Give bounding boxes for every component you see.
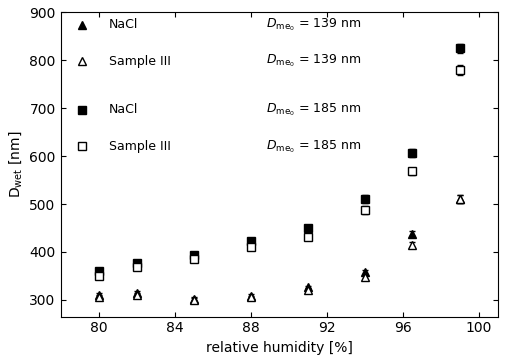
Text: NaCl: NaCl: [109, 18, 138, 31]
Text: Sample III: Sample III: [109, 55, 171, 68]
Text: $D_{\mathregular{me_0}}$ = 139 nm: $D_{\mathregular{me_0}}$ = 139 nm: [266, 53, 362, 70]
Text: $D_{\mathregular{me_0}}$ = 185 nm: $D_{\mathregular{me_0}}$ = 185 nm: [266, 101, 362, 118]
Text: NaCl: NaCl: [109, 103, 138, 116]
Text: Sample III: Sample III: [109, 140, 171, 153]
Text: $D_{\mathregular{me_0}}$ = 139 nm: $D_{\mathregular{me_0}}$ = 139 nm: [266, 16, 362, 33]
X-axis label: relative humidity [%]: relative humidity [%]: [206, 341, 352, 355]
Text: $D_{\mathregular{me_0}}$ = 185 nm: $D_{\mathregular{me_0}}$ = 185 nm: [266, 138, 362, 155]
Y-axis label: D$_{\mathregular{wet}}$ [nm]: D$_{\mathregular{wet}}$ [nm]: [7, 131, 24, 198]
